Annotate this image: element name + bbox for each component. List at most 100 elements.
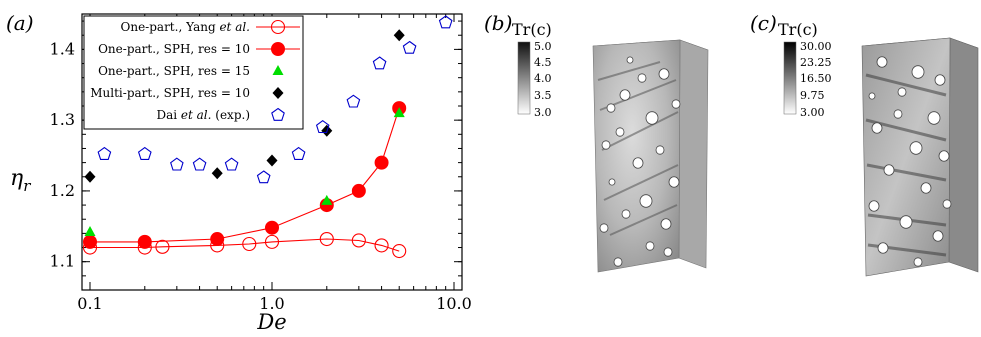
- legend-text: One-part., SPH, res = 10: [98, 42, 250, 56]
- legend-text: One-part., SPH, res = 15: [98, 64, 250, 78]
- series-4-point: [346, 94, 361, 108]
- colorbar-b-tick-0: 5.0: [534, 40, 552, 53]
- bubble: [668, 176, 680, 188]
- bubble: [671, 99, 681, 109]
- colorbar-b-tick-3: 3.5: [534, 89, 552, 102]
- y-tick-label: 1.1: [50, 252, 75, 271]
- series-1-point: [374, 155, 389, 170]
- bubble: [897, 87, 907, 97]
- bubble: [942, 199, 952, 209]
- y-tick-label: 1.4: [50, 39, 75, 58]
- panel-label-a: (a): [6, 11, 34, 35]
- bubble: [932, 230, 944, 242]
- bubble: [645, 241, 655, 251]
- colorbar-c-tick-2: 16.50: [800, 72, 832, 85]
- bubble: [934, 74, 946, 86]
- bubble: [909, 141, 923, 155]
- bubble: [663, 247, 673, 257]
- legend-text: One-part., Yang: [121, 20, 220, 34]
- series-0-point: [319, 231, 334, 247]
- legend-box: [83, 15, 304, 130]
- bubble: [639, 194, 653, 208]
- bubble: [621, 209, 631, 219]
- series-1-point: [265, 220, 279, 235]
- legend-marker-2: [272, 65, 284, 75]
- colorbar-c-tick-0: 30.00: [800, 40, 832, 53]
- colorbar-b-tick-1: 4.5: [534, 56, 552, 69]
- bubble: [613, 257, 623, 267]
- series-0-point: [351, 233, 366, 248]
- bubble: [876, 56, 888, 68]
- bubble: [660, 218, 672, 230]
- legend-marker-0: [270, 19, 286, 35]
- series-4-point: [315, 120, 330, 134]
- series-4-point: [372, 56, 387, 70]
- series-4-point: [402, 40, 417, 54]
- bubble: [601, 140, 611, 150]
- series-3-point: [266, 154, 278, 167]
- legend-text: Dai: [156, 108, 180, 122]
- colorbar-c-tick-1: 23.25: [800, 56, 832, 69]
- series-4-point: [170, 157, 184, 171]
- series-2-point: [393, 107, 405, 118]
- series-0-line: [90, 238, 400, 252]
- legend-label-0: One-part., Yang et al.: [121, 20, 250, 34]
- colorbar-title-c: Tr(c): [778, 20, 818, 39]
- bubble: [868, 92, 876, 100]
- bubble: [632, 157, 644, 169]
- legend-label-4: Dai et al. (exp.): [156, 108, 250, 122]
- bubble: [920, 182, 932, 194]
- legend-text: Multi-part., SPH, res = 10: [90, 86, 250, 100]
- bubble: [645, 111, 659, 125]
- axis-ticks: 0.1 1.0 10.0 1.1 1.2 1.3 1.4: [50, 14, 472, 313]
- series-1-point: [83, 234, 97, 249]
- bubble: [615, 127, 625, 137]
- bubble: [913, 257, 923, 267]
- series-4-point: [192, 157, 207, 171]
- legend-label-2: One-part., SPH, res = 15: [98, 64, 250, 78]
- series-0-point: [264, 234, 280, 249]
- series-4-point: [224, 157, 239, 171]
- box-b-streaks: [597, 61, 679, 236]
- bubble: [883, 164, 895, 176]
- x-tick-label: 10.0: [436, 294, 472, 313]
- bubble: [658, 68, 670, 80]
- series-1-point: [210, 232, 225, 247]
- legend-marker-4: [271, 107, 285, 121]
- series-0-point: [392, 244, 407, 259]
- legend-text: et al.: [219, 20, 250, 34]
- legend-entries: One-part., Yang et al. One-part., SPH, re…: [90, 19, 300, 122]
- series-4-point: [256, 170, 271, 184]
- bubble: [868, 200, 880, 212]
- y-axis-label: ηr: [10, 166, 31, 195]
- legend-label-1: One-part., SPH, res = 10: [98, 42, 250, 56]
- box-c-side-face: [948, 37, 979, 273]
- legend-label-3: Multi-part., SPH, res = 10: [90, 86, 250, 100]
- series-3-point: [393, 29, 405, 42]
- bubble: [927, 111, 941, 125]
- bubble: [938, 150, 950, 162]
- bubble: [899, 215, 913, 229]
- panel-c: (c) Tr(c) 30.00 23.25 16.50 9.75 3.00: [750, 11, 979, 277]
- series-1-point: [351, 183, 366, 198]
- bubble: [599, 223, 609, 233]
- simulation-box-c: [861, 37, 979, 277]
- series-2-point: [84, 225, 96, 236]
- simulation-box-b: [592, 39, 709, 273]
- legend-text: et al.: [181, 108, 212, 122]
- series-1-point: [137, 234, 152, 249]
- bubble: [911, 65, 925, 79]
- panel-b: (b) Tr(c) 5.0 4.5 4.0 3.5 3.0: [484, 11, 709, 273]
- bubble: [877, 242, 889, 254]
- panel-label-c: (c): [750, 11, 777, 35]
- series-0-point: [374, 238, 389, 253]
- data-layer: [82, 15, 453, 259]
- box-c-bubbles: [868, 56, 952, 267]
- bubble: [608, 178, 616, 186]
- bubble: [871, 122, 883, 134]
- bubble: [606, 103, 616, 113]
- x-tick-label: 1.0: [259, 294, 284, 313]
- panel-a: (a) 0.1 1.0 10.0 1.1 1.2 1.3 1.4 ηr De One-par…: [6, 11, 472, 334]
- x-axis-label: De: [256, 310, 286, 334]
